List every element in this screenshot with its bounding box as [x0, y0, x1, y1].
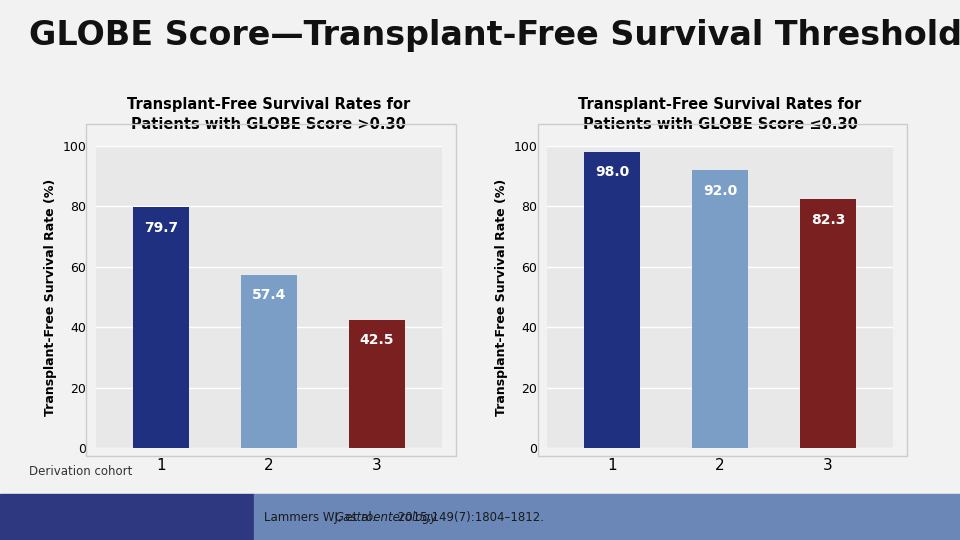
- Bar: [584, 152, 640, 448]
- Y-axis label: Transplant-Free Survival Rate (%): Transplant-Free Survival Rate (%): [44, 178, 57, 416]
- Bar: [692, 170, 748, 448]
- Text: 2015;149(7):1804–1812.: 2015;149(7):1804–1812.: [394, 511, 543, 524]
- Text: Lammers WJ, et al.: Lammers WJ, et al.: [264, 511, 379, 524]
- Bar: [348, 320, 405, 448]
- Text: 98.0: 98.0: [595, 165, 629, 179]
- Bar: [800, 199, 856, 448]
- Text: GLOBE Score—Transplant-Free Survival Threshold: GLOBE Score—Transplant-Free Survival Thr…: [29, 19, 960, 52]
- Text: Transplant-Free Survival Rates for
Patients with GLOBE Score ≤0.30: Transplant-Free Survival Rates for Patie…: [578, 98, 862, 132]
- Text: Gastroenterology.: Gastroenterology.: [334, 511, 440, 524]
- Text: Transplant-Free Survival Rates for
Patients with GLOBE Score >0.30: Transplant-Free Survival Rates for Patie…: [127, 98, 411, 132]
- Text: 82.3: 82.3: [811, 213, 845, 227]
- Text: 79.7: 79.7: [144, 221, 178, 235]
- Bar: [132, 207, 189, 448]
- Text: 42.5: 42.5: [360, 333, 394, 347]
- Text: 92.0: 92.0: [703, 184, 737, 198]
- Bar: [241, 275, 297, 448]
- Y-axis label: Transplant-Free Survival Rate (%): Transplant-Free Survival Rate (%): [495, 178, 508, 416]
- Text: Derivation cohort: Derivation cohort: [29, 465, 132, 478]
- Text: 57.4: 57.4: [252, 288, 286, 302]
